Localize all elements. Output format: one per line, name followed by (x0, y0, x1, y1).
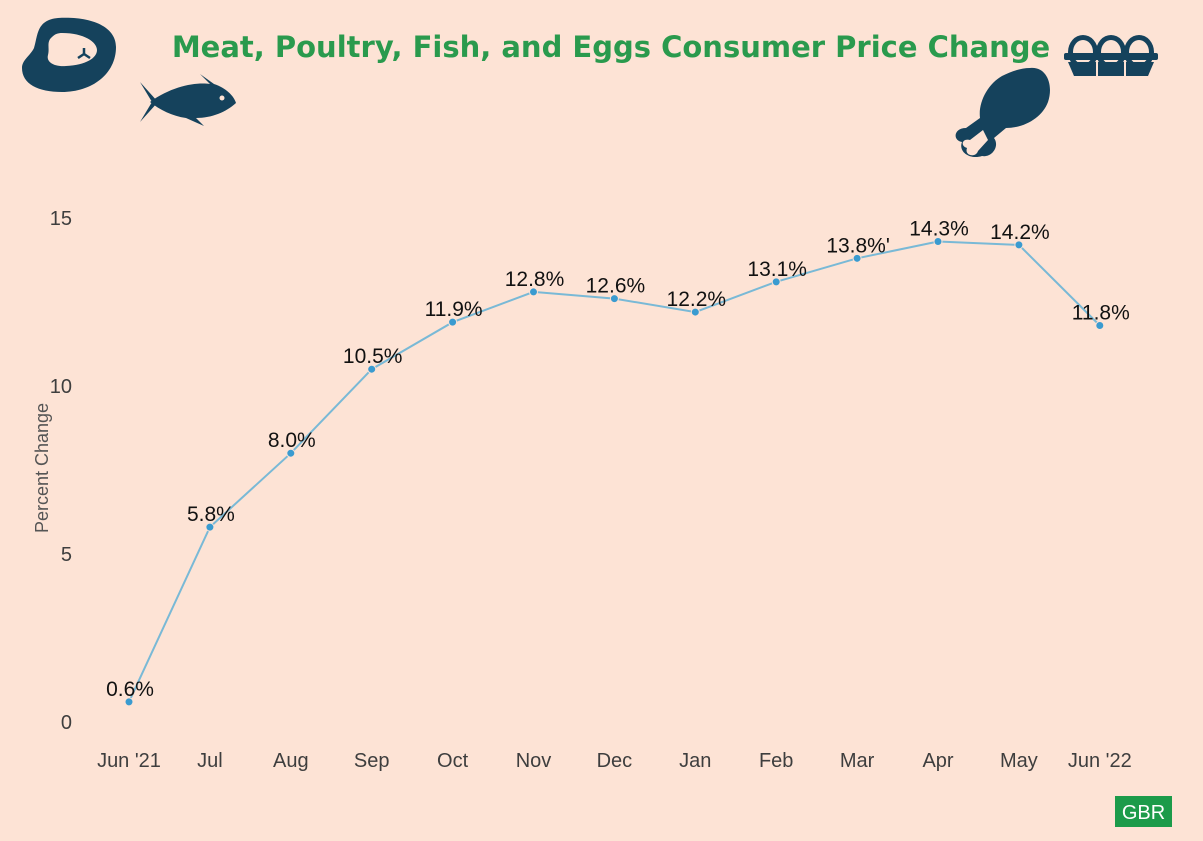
y-tick-label: 10 (50, 376, 72, 398)
x-tick-label: May (1000, 750, 1038, 772)
series-line (128, 240, 1101, 703)
data-point (771, 277, 781, 287)
data-label: 13.8%' (826, 234, 890, 257)
data-point (690, 307, 700, 317)
x-tick-label: Jun '22 (1068, 750, 1132, 772)
data-label: 8.0% (268, 429, 316, 452)
data-point (205, 522, 215, 532)
data-label: 5.8% (187, 503, 235, 526)
chicken-leg-icon (955, 67, 1050, 158)
x-tick-label: Jul (197, 750, 223, 772)
x-ticks: Jun '21 Jul Aug Sep Oct Nov Dec Jan Feb Mar Apr May… (97, 750, 1132, 772)
data-point (1014, 240, 1024, 250)
data-label: 12.6% (586, 275, 646, 298)
x-tick-label: Apr (922, 750, 953, 772)
data-point (367, 364, 377, 374)
data-point (1095, 321, 1105, 331)
data-point (286, 448, 296, 458)
y-tick-label: 0 (61, 712, 72, 734)
data-point (933, 237, 943, 247)
data-label: 12.8% (505, 268, 565, 291)
x-tick-label: Dec (597, 750, 633, 772)
fish-icon (140, 74, 236, 126)
x-tick-label: Nov (516, 750, 552, 772)
data-label: 14.3% (909, 218, 969, 241)
x-tick-label: Jun '21 (97, 750, 161, 772)
y-ticks: 0 5 10 15 (50, 208, 72, 734)
gbr-badge-text: GBR (1122, 802, 1165, 824)
egg-carton-icon (1064, 35, 1158, 76)
data-point (124, 697, 134, 707)
gbr-badge-bg (1115, 796, 1172, 827)
x-tick-label: Feb (759, 750, 793, 772)
data-label: 14.2% (990, 221, 1050, 244)
data-label: 11.8% (1072, 302, 1130, 325)
gbr-badge: GBR (1115, 796, 1172, 827)
data-point (448, 317, 458, 327)
x-tick-label: Oct (437, 750, 469, 772)
x-tick-label: Mar (840, 750, 875, 772)
data-point (852, 253, 862, 263)
data-label: 0.6% (106, 678, 154, 701)
data-label: 13.1% (747, 258, 807, 281)
data-label: 10.5% (343, 345, 403, 368)
chart-title: Meat, Poultry, Fish, and Eggs Consumer P… (172, 30, 1050, 64)
x-tick-label: Aug (273, 750, 309, 772)
steak-icon (22, 17, 116, 92)
data-labels: 0.6% 5.8% 8.0% 10.5% 11.9% 12.8% 12.6% 12.2% 13.… (106, 218, 1130, 701)
data-label: 11.9% (425, 298, 483, 321)
y-axis-label: Percent Change (32, 403, 52, 533)
y-tick-label: 5 (61, 544, 72, 566)
series-line-group (124, 237, 1105, 707)
y-tick-label: 15 (50, 208, 72, 230)
x-tick-label: Sep (354, 750, 390, 772)
data-label: 12.2% (667, 288, 727, 311)
data-point (609, 294, 619, 304)
x-tick-label: Jan (679, 750, 711, 772)
data-point (529, 287, 538, 297)
